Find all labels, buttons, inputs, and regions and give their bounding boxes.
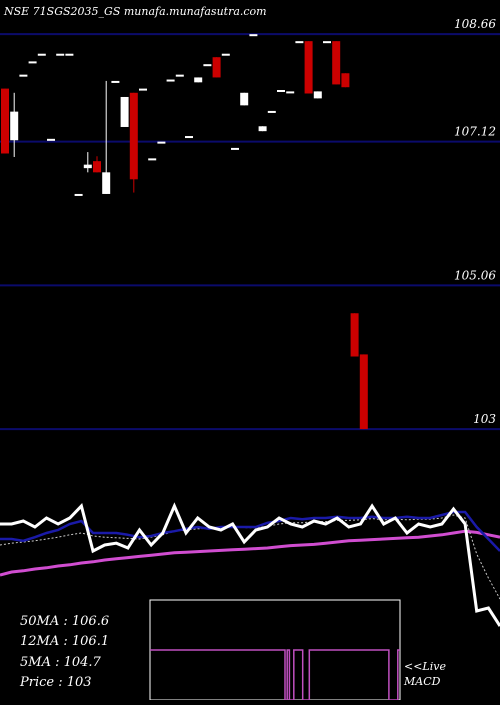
candle-body bbox=[359, 354, 368, 430]
macd-line bbox=[150, 649, 400, 701]
candle-body bbox=[194, 77, 203, 83]
candle-body bbox=[203, 64, 212, 67]
candle-body bbox=[212, 57, 221, 78]
candle-body bbox=[129, 92, 138, 180]
candle-body bbox=[185, 136, 193, 139]
candle-body bbox=[240, 92, 249, 106]
candle-body bbox=[139, 88, 147, 91]
candle-body bbox=[341, 73, 350, 88]
candle-body bbox=[231, 147, 239, 150]
candle-body bbox=[323, 41, 331, 44]
chart-title: NSE 71SGS2035_GS munafa.munafasutra.com bbox=[3, 5, 267, 18]
candle-body bbox=[1, 88, 9, 154]
candle-body bbox=[304, 41, 313, 94]
candle-body bbox=[332, 41, 341, 85]
ma5-value: 5MA : 104.7 bbox=[20, 655, 101, 670]
candle-body bbox=[37, 53, 46, 56]
candles bbox=[1, 34, 368, 430]
candle-body bbox=[120, 96, 129, 127]
ma12-line bbox=[0, 510, 500, 552]
candle-body bbox=[83, 164, 92, 169]
ma50-line bbox=[0, 529, 500, 577]
candle-body bbox=[277, 90, 285, 92]
price-level-label: 105.06 bbox=[454, 268, 496, 282]
macd-label-line1: <<Live bbox=[404, 660, 446, 673]
candle-body bbox=[102, 172, 111, 194]
macd-panel bbox=[149, 599, 401, 701]
candle-body bbox=[267, 110, 276, 113]
candle-body bbox=[258, 126, 267, 132]
price-level-label: 103 bbox=[473, 412, 496, 426]
candle-body bbox=[249, 34, 258, 37]
price-level-label: 108.66 bbox=[454, 17, 496, 31]
candle-body bbox=[111, 80, 120, 83]
candle-body bbox=[10, 111, 19, 141]
price-value: Price : 103 bbox=[20, 675, 92, 690]
candle-body bbox=[175, 74, 184, 77]
candle-body bbox=[313, 91, 322, 99]
candle-body bbox=[157, 141, 166, 144]
ma12-value: 12MA : 106.1 bbox=[20, 634, 110, 649]
candle-body bbox=[93, 161, 101, 173]
candle-body bbox=[19, 74, 28, 77]
moving-average-panel bbox=[0, 502, 500, 627]
candle-body bbox=[166, 79, 175, 82]
candle-body bbox=[74, 193, 83, 196]
ma50-value: 50MA : 106.6 bbox=[20, 614, 110, 629]
price-grid: 108.66 107.12 105.06 103 bbox=[0, 17, 500, 431]
macd-label-line2: MACD bbox=[403, 675, 441, 688]
candle-body bbox=[286, 91, 295, 94]
candle-body bbox=[28, 61, 37, 64]
candle-body bbox=[56, 53, 65, 56]
candle-body bbox=[65, 53, 74, 56]
candle-body bbox=[221, 53, 230, 56]
candle-body bbox=[350, 313, 359, 357]
candle-body bbox=[47, 138, 55, 141]
candle-body bbox=[148, 158, 157, 161]
ma5-line bbox=[0, 502, 500, 627]
price-level-label: 107.12 bbox=[454, 125, 496, 139]
candle-body bbox=[295, 41, 304, 44]
